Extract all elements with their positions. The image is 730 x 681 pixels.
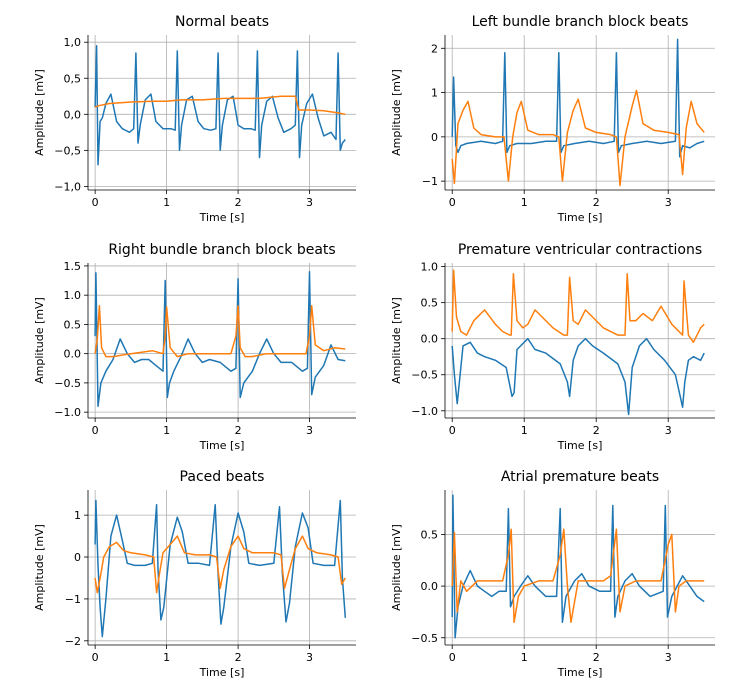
x-tick-label: 2	[235, 651, 242, 664]
y-tick-label: 0.0	[421, 333, 439, 346]
y-tick-label: 0	[74, 551, 81, 564]
x-tick-label: 2	[593, 196, 600, 209]
series-line-2	[94, 304, 346, 358]
chart-panel: 0 1 2 3 0.5 0.0 −0.5 Atrial premature beats Time…	[390, 469, 715, 679]
x-tick-label: 1	[521, 651, 528, 664]
y-axis-label: Amplitude [mV]	[33, 297, 46, 384]
series-line-1	[451, 337, 705, 416]
x-axis-label: Time [s]	[199, 211, 245, 224]
series-line-2	[451, 89, 705, 187]
x-tick-label: 0	[92, 651, 99, 664]
x-tick-label: 0	[92, 196, 99, 209]
series-line-2	[451, 269, 705, 344]
series-line-1	[451, 38, 705, 158]
chart-title: Atrial premature beats	[501, 469, 659, 485]
chart-title: Paced beats	[180, 469, 265, 485]
x-tick-label: 1	[163, 424, 170, 437]
x-axis-label: Time [s]	[199, 666, 245, 679]
x-tick-label: 2	[593, 651, 600, 664]
y-tick-label: −1.0	[54, 406, 81, 419]
x-tick-label: 0	[449, 424, 456, 437]
x-tick-label: 2	[235, 424, 242, 437]
series-line-1	[94, 45, 346, 166]
x-tick-label: 3	[306, 424, 313, 437]
y-tick-label: 1.5	[64, 260, 82, 273]
y-tick-label: −1.0	[411, 405, 438, 418]
x-tick-label: 1	[163, 196, 170, 209]
series-line-1	[94, 499, 347, 638]
y-tick-label: 0,5	[64, 72, 82, 85]
chart-title: Premature ventricular contractions	[458, 242, 702, 258]
y-tick-label: 0	[431, 131, 438, 144]
y-axis-label: Amplitude [mV]	[390, 69, 403, 156]
x-tick-label: 2	[235, 196, 242, 209]
series-line-2	[451, 528, 705, 624]
x-axis-label: Time [s]	[557, 439, 603, 452]
y-tick-label: 1	[74, 509, 81, 522]
chart-panel: 0 1 2 3 1,0 0,5 0,0 −0,5 −1,0 Normal beats Time [s…	[33, 14, 356, 224]
y-axis-label: Amplitude [mV]	[33, 69, 46, 156]
chart-title: Right bundle branch block beats	[108, 242, 335, 258]
chart-panel: 0 1 2 3 1 0 −1 −2 Paced beats Time [s] Amplitude […	[33, 469, 356, 679]
y-tick-label: −1	[65, 593, 81, 606]
x-tick-label: 3	[665, 196, 672, 209]
x-tick-label: 1	[521, 424, 528, 437]
x-tick-label: 1	[521, 196, 528, 209]
chart-title: Left bundle branch block beats	[472, 14, 689, 30]
x-tick-label: 2	[593, 424, 600, 437]
x-tick-label: 1	[163, 651, 170, 664]
series-line-2	[94, 95, 346, 116]
x-tick-label: 3	[665, 424, 672, 437]
x-tick-label: 3	[665, 651, 672, 664]
x-tick-label: 3	[306, 651, 313, 664]
y-axis-label: Amplitude [mV]	[390, 297, 403, 384]
x-axis-label: Time [s]	[557, 211, 603, 224]
y-axis-label: Amplitude [mV]	[33, 524, 46, 611]
y-axis-label: Amplitude [mV]	[390, 524, 403, 611]
x-tick-label: 0	[449, 196, 456, 209]
series-line-1	[451, 494, 705, 639]
y-tick-label: −2	[65, 635, 81, 648]
y-tick-label: 2	[431, 42, 438, 55]
chart-title: Normal beats	[175, 14, 269, 30]
y-tick-label: 1.0	[421, 261, 439, 274]
series-line-1	[94, 271, 346, 408]
y-tick-label: −1,0	[54, 180, 81, 193]
y-tick-label: 0.0	[64, 348, 82, 361]
x-axis-label: Time [s]	[199, 439, 245, 452]
y-tick-label: −1	[422, 175, 438, 188]
y-tick-label: 0.5	[421, 528, 439, 541]
chart-panel: 0 1 2 3 2 1 0 −1 Left bundle branch block beats T…	[390, 14, 715, 224]
y-tick-label: 1	[431, 87, 438, 100]
y-tick-label: 0,0	[64, 108, 82, 121]
x-tick-label: 3	[306, 196, 313, 209]
y-tick-label: 0.0	[421, 580, 439, 593]
x-axis-label: Time [s]	[557, 666, 603, 679]
x-tick-label: 0	[92, 424, 99, 437]
series-line-2	[94, 535, 346, 594]
y-tick-label: −0,5	[54, 144, 81, 157]
y-tick-label: −0.5	[54, 377, 81, 390]
y-tick-label: 1,0	[64, 36, 82, 49]
chart-panel: 0 1 2 3 1.5 1.0 0.5 0.0 −0.5 −1.0 Right bundle bra…	[33, 242, 356, 452]
y-tick-label: −0.5	[411, 369, 438, 382]
chart-panel: 0 1 2 3 1.0 0.5 0.0 −0.5 −1.0 Premature ventricul…	[390, 242, 715, 452]
y-tick-label: −0.5	[411, 632, 438, 645]
y-tick-label: 0.5	[64, 318, 82, 331]
x-tick-label: 0	[449, 651, 456, 664]
y-tick-label: 1.0	[64, 289, 82, 302]
y-tick-label: 0.5	[421, 297, 439, 310]
